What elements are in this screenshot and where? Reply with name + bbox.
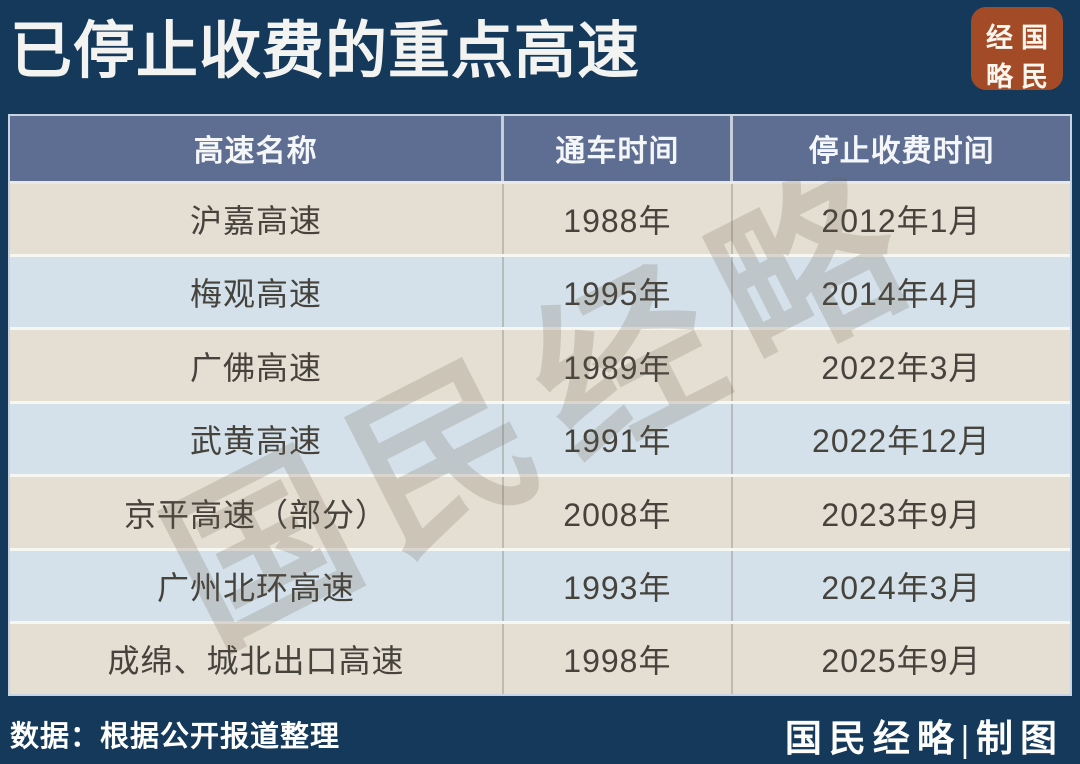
cell-toll-stop-date: 2022年12月 [731, 402, 1070, 478]
table-row: 京平高速（部分） 2008年 2023年9月 [10, 475, 1070, 551]
cell-opening-year: 1991年 [502, 402, 733, 478]
page-title: 已停止收费的重点高速 [10, 17, 641, 86]
table-row: 广州北环高速 1993年 2024年3月 [10, 549, 1070, 625]
credit-note: 国民经略|制图 [784, 719, 1064, 760]
cell-highway-name: 京平高速（部分） [10, 475, 504, 551]
cell-toll-stop-date: 2024年3月 [731, 549, 1070, 625]
cell-highway-name: 广佛高速 [10, 328, 504, 404]
cell-opening-year: 2008年 [502, 475, 733, 551]
header-opening-time: 通车时间 [502, 116, 734, 184]
table-body: 沪嘉高速 1988年 2012年1月 梅观高速 1995年 2014年4月 广佛高速 1989… [10, 182, 1070, 694]
logo-char-jing: 经 [986, 23, 1013, 53]
cell-opening-year: 1988年 [502, 182, 733, 257]
cell-highway-name: 广州北环高速 [10, 549, 504, 625]
cell-highway-name: 沪嘉高速 [10, 182, 504, 257]
table-row: 成绵、城北出口高速 1998年 2025年9月 [10, 622, 1070, 694]
table-row: 武黄高速 1991年 2022年12月 [10, 402, 1070, 478]
logo-char-guo: 国 [1021, 23, 1048, 53]
table-row: 梅观高速 1995年 2014年4月 [10, 255, 1070, 331]
table-row: 广佛高速 1989年 2022年3月 [10, 328, 1070, 404]
cell-highway-name: 成绵、城北出口高速 [10, 622, 504, 694]
cell-opening-year: 1998年 [502, 622, 733, 694]
table-header-row: 高速名称 通车时间 停止收费时间 [10, 116, 1070, 184]
header-highway-name: 高速名称 [10, 116, 505, 184]
logo-char-min: 民 [1021, 62, 1048, 92]
cell-highway-name: 梅观高速 [10, 255, 504, 331]
cell-toll-stop-date: 2023年9月 [731, 475, 1070, 551]
cell-opening-year: 1995年 [502, 255, 733, 331]
cell-opening-year: 1993年 [502, 549, 733, 625]
highway-table: 高速名称 通车时间 停止收费时间 沪嘉高速 1988年 2012年1月 梅观高速 199… [8, 114, 1072, 696]
brand-logo: 经 国 略 民 [971, 7, 1063, 92]
data-source-note: 数据：根据公开报道整理 [10, 721, 341, 753]
cell-toll-stop-date: 2025年9月 [821, 643, 982, 680]
cell-opening-year: 1989年 [502, 328, 733, 404]
cell-highway-name: 武黄高速 [10, 402, 504, 478]
cell-toll-stop-date: 2012年1月 [731, 182, 1070, 257]
cell-toll-stop-date: 2014年4月 [731, 255, 1070, 331]
cell-toll-stop-date: 2022年3月 [731, 328, 1070, 404]
header-toll-stop-time: 停止收费时间 [731, 116, 1070, 184]
logo-char-lue: 略 [986, 62, 1013, 92]
table-row: 沪嘉高速 1988年 2012年1月 [10, 182, 1070, 257]
